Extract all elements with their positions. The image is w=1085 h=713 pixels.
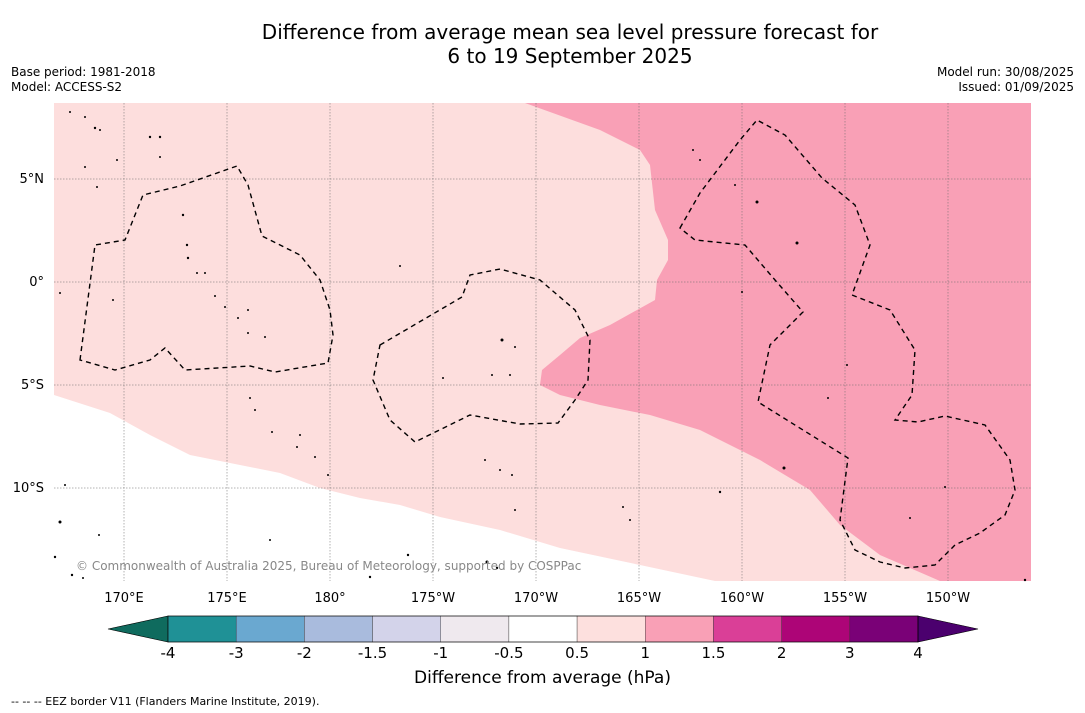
lat-label: 5°S xyxy=(21,378,44,393)
colorbar-swatch xyxy=(440,615,510,643)
colorbar-extend-low xyxy=(107,615,169,643)
meta-left: Base period: 1981-2018 Model: ACCESS-S2 xyxy=(11,65,156,95)
lon-label: 170°W xyxy=(514,591,558,606)
colorbar-swatch xyxy=(713,615,782,643)
model-name: Model: ACCESS-S2 xyxy=(11,80,123,94)
meta-right: Model run: 30/08/2025 Issued: 01/09/2025 xyxy=(937,65,1074,95)
colorbar-tick-label: -0.5 xyxy=(494,644,523,662)
colorbar-tick-label: -2 xyxy=(297,644,312,662)
model-run: Model run: 30/08/2025 xyxy=(936,65,1074,79)
title-line-1: Difference from average mean sea level p… xyxy=(261,20,879,44)
title-line-2: 6 to 19 September 2025 xyxy=(447,44,693,68)
colorbar-extend-high xyxy=(917,615,979,643)
colorbar-swatch xyxy=(167,615,237,643)
lon-label: 175°W xyxy=(411,591,455,606)
copyright-text: © Commonwealth of Australia 2025, Bureau… xyxy=(76,559,581,573)
colorbar-tick-label: 1 xyxy=(640,644,650,662)
lon-label: 170°E xyxy=(104,591,144,606)
region-1-to-1-5 xyxy=(525,103,1031,581)
lon-label: 160°W xyxy=(720,591,764,606)
colorbar-ticks: -4 -3 -2 -1.5 -1 -0.5 0.5 1 1.5 2 3 4 xyxy=(161,644,923,662)
eez-kiribati-gilberts xyxy=(79,165,334,373)
lon-label: 150°W xyxy=(926,591,970,606)
eez-line-islands xyxy=(679,119,1016,569)
colorbar-swatch xyxy=(508,615,578,643)
colorbar-tick-label: -1 xyxy=(433,644,448,662)
lat-labels: 5°N 0° 5°S 10°S xyxy=(13,172,44,496)
lon-label: 180° xyxy=(314,591,345,606)
colorbar xyxy=(107,615,979,643)
islands xyxy=(53,111,1027,582)
lon-labels: 170°E 175°E 180° 175°W 170°W 165°W 160°W… xyxy=(104,591,970,606)
colorbar-tick-label: 3 xyxy=(845,644,855,662)
colorbar-swatch xyxy=(576,615,646,643)
lat-label: 5°N xyxy=(20,172,45,187)
lat-label: 10°S xyxy=(13,481,44,496)
colorbar-tick-label: -4 xyxy=(161,644,176,662)
colorbar-swatch xyxy=(849,615,919,643)
colorbar-swatch xyxy=(781,615,851,643)
page-title: Difference from average mean sea level p… xyxy=(0,20,1085,68)
lon-label: 165°W xyxy=(617,591,661,606)
lon-label: 175°E xyxy=(207,591,247,606)
colorbar-tick-label: 0.5 xyxy=(565,644,589,662)
footer-note: -- -- -- EEZ border V11 (Flanders Marine… xyxy=(11,695,320,708)
base-period: Base period: 1981-2018 xyxy=(11,65,156,79)
colorbar-swatch xyxy=(645,615,714,643)
eez-borders xyxy=(79,119,1016,569)
colorbar-title: Difference from average (hPa) xyxy=(414,668,671,688)
map-panel xyxy=(53,103,1031,582)
colorbar-swatch xyxy=(372,615,441,643)
colorbar-swatch xyxy=(235,615,305,643)
colorbar-tick-label: -1.5 xyxy=(358,644,387,662)
colorbar-tick-label: 2 xyxy=(777,644,787,662)
colorbar-tick-label: 1.5 xyxy=(702,644,726,662)
colorbar-tick-label: -3 xyxy=(229,644,244,662)
colorbar-swatch xyxy=(304,615,373,643)
colorbar-outline xyxy=(167,615,919,643)
lat-label: 0° xyxy=(29,275,44,290)
gridlines xyxy=(54,103,1031,581)
colorbar-tick-label: 4 xyxy=(913,644,923,662)
issued-date: Issued: 01/09/2025 xyxy=(958,80,1074,94)
lon-label: 155°W xyxy=(823,591,867,606)
